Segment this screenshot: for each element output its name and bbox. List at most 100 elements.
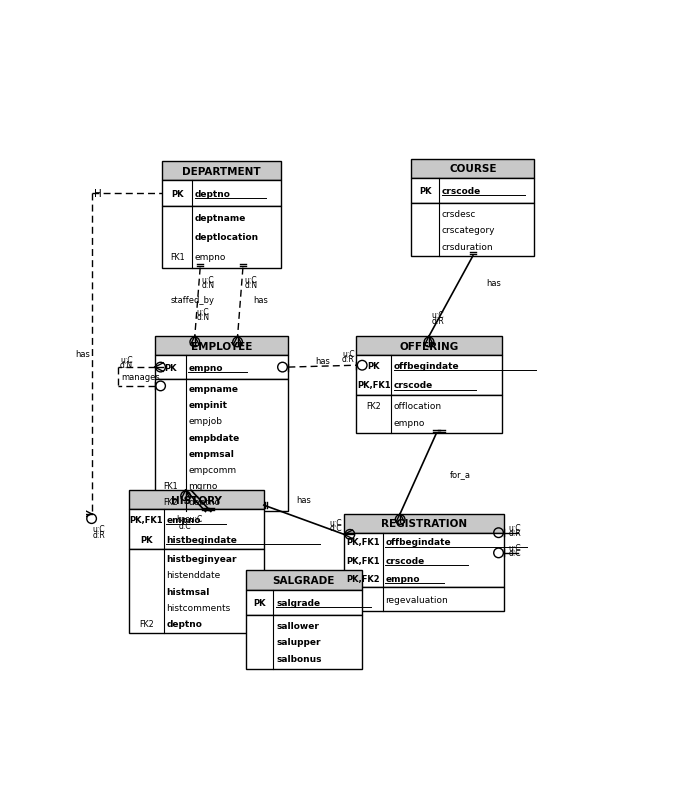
Text: PK: PK — [368, 361, 380, 371]
Text: empjob: empjob — [188, 417, 222, 426]
Bar — [344, 514, 504, 533]
Text: crscode: crscode — [394, 381, 433, 390]
Text: crscode: crscode — [385, 556, 424, 565]
Text: d:R: d:R — [509, 529, 522, 537]
Text: histenddate: histenddate — [166, 571, 221, 580]
Text: u:C: u:C — [509, 543, 522, 553]
Text: salgrade: salgrade — [276, 598, 320, 607]
Text: u:C: u:C — [509, 523, 522, 533]
Text: has: has — [297, 496, 311, 504]
Bar — [162, 181, 281, 207]
Text: empno: empno — [188, 363, 223, 372]
Text: FK1: FK1 — [163, 481, 177, 491]
Text: histbeginyear: histbeginyear — [166, 554, 237, 564]
Text: staffed_by: staffed_by — [170, 295, 215, 304]
Text: for_a: for_a — [450, 469, 471, 479]
Bar — [411, 205, 534, 257]
Bar — [344, 533, 504, 588]
Text: crsduration: crsduration — [442, 242, 493, 251]
Text: empno: empno — [385, 574, 420, 583]
Text: histmsal: histmsal — [166, 587, 210, 596]
Text: u:C: u:C — [342, 350, 355, 358]
Text: deptno: deptno — [195, 189, 230, 199]
Text: SALGRADE: SALGRADE — [273, 575, 335, 585]
Text: FK1: FK1 — [170, 253, 184, 261]
Bar — [129, 549, 264, 634]
Text: PK: PK — [253, 598, 266, 607]
Bar — [129, 510, 264, 549]
Text: PK: PK — [171, 189, 184, 199]
Text: hasu:C: hasu:C — [176, 515, 202, 524]
Text: offlocation: offlocation — [394, 401, 442, 411]
Text: manages: manages — [121, 373, 160, 382]
Text: has: has — [315, 357, 330, 366]
Text: histbegindate: histbegindate — [166, 535, 237, 544]
Text: d:N: d:N — [120, 360, 133, 370]
Text: histcomments: histcomments — [166, 603, 230, 612]
Text: crscode: crscode — [442, 187, 481, 196]
Text: u:C: u:C — [201, 276, 214, 285]
Text: PK,FK1: PK,FK1 — [346, 538, 380, 547]
Text: empbdate: empbdate — [188, 433, 239, 442]
Text: u:C: u:C — [120, 355, 132, 364]
Bar — [129, 491, 264, 510]
Text: PK,FK1: PK,FK1 — [357, 381, 391, 390]
Bar — [411, 160, 534, 179]
Text: OFFERING: OFFERING — [400, 342, 459, 351]
Bar — [155, 356, 288, 379]
Text: d:C: d:C — [179, 521, 191, 530]
Text: empno: empno — [166, 515, 201, 524]
Text: H: H — [95, 189, 102, 199]
Text: empcomm: empcomm — [188, 465, 237, 474]
Text: salupper: salupper — [276, 638, 321, 646]
Text: regevaluation: regevaluation — [385, 595, 448, 604]
Text: has: has — [76, 350, 90, 358]
Text: salbonus: salbonus — [276, 654, 322, 663]
Text: empname: empname — [188, 385, 238, 394]
Text: PK: PK — [140, 535, 152, 544]
Bar — [155, 379, 288, 512]
Text: PK,FK1: PK,FK1 — [130, 515, 164, 524]
Text: PK,FK2: PK,FK2 — [346, 574, 380, 583]
Text: PK,FK1: PK,FK1 — [346, 556, 380, 565]
Text: d:R: d:R — [432, 316, 444, 325]
Text: d:N: d:N — [197, 313, 210, 322]
Text: PK: PK — [419, 187, 431, 196]
Text: sallower: sallower — [276, 621, 319, 630]
Bar — [356, 395, 502, 434]
Bar — [155, 337, 288, 356]
Text: empno: empno — [195, 253, 226, 261]
Bar — [246, 589, 362, 615]
Text: FK2: FK2 — [163, 498, 177, 507]
Text: FK2: FK2 — [366, 401, 381, 411]
Text: empno: empno — [394, 419, 425, 428]
Bar — [246, 570, 362, 589]
Text: FK2: FK2 — [139, 619, 154, 629]
Text: has: has — [254, 295, 268, 304]
Text: has: has — [486, 279, 501, 288]
Text: d:N: d:N — [244, 281, 257, 290]
Text: u:C: u:C — [432, 311, 444, 320]
Text: d:R: d:R — [342, 354, 355, 364]
Text: deptno: deptno — [166, 619, 202, 629]
Text: u:C: u:C — [330, 518, 342, 528]
Bar — [411, 179, 534, 205]
Text: u:C: u:C — [92, 525, 105, 533]
Text: HISTORY: HISTORY — [171, 495, 222, 505]
Bar — [162, 207, 281, 269]
Bar — [356, 356, 502, 395]
Text: crsdesc: crsdesc — [442, 209, 476, 218]
Text: DEPARTMENT: DEPARTMENT — [182, 167, 261, 176]
Text: u:C: u:C — [197, 308, 209, 317]
Text: deptlocation: deptlocation — [195, 233, 259, 242]
Text: d:R: d:R — [92, 530, 105, 539]
Bar — [162, 162, 281, 181]
Text: REGISTRATION: REGISTRATION — [381, 519, 467, 529]
Text: deptno: deptno — [188, 498, 220, 507]
Text: empinit: empinit — [188, 401, 228, 410]
Bar — [356, 337, 502, 356]
Text: mgrno: mgrno — [188, 481, 218, 491]
Text: EMPLOYEE: EMPLOYEE — [191, 342, 253, 351]
Text: empmsal: empmsal — [188, 449, 235, 458]
Bar — [344, 588, 504, 611]
